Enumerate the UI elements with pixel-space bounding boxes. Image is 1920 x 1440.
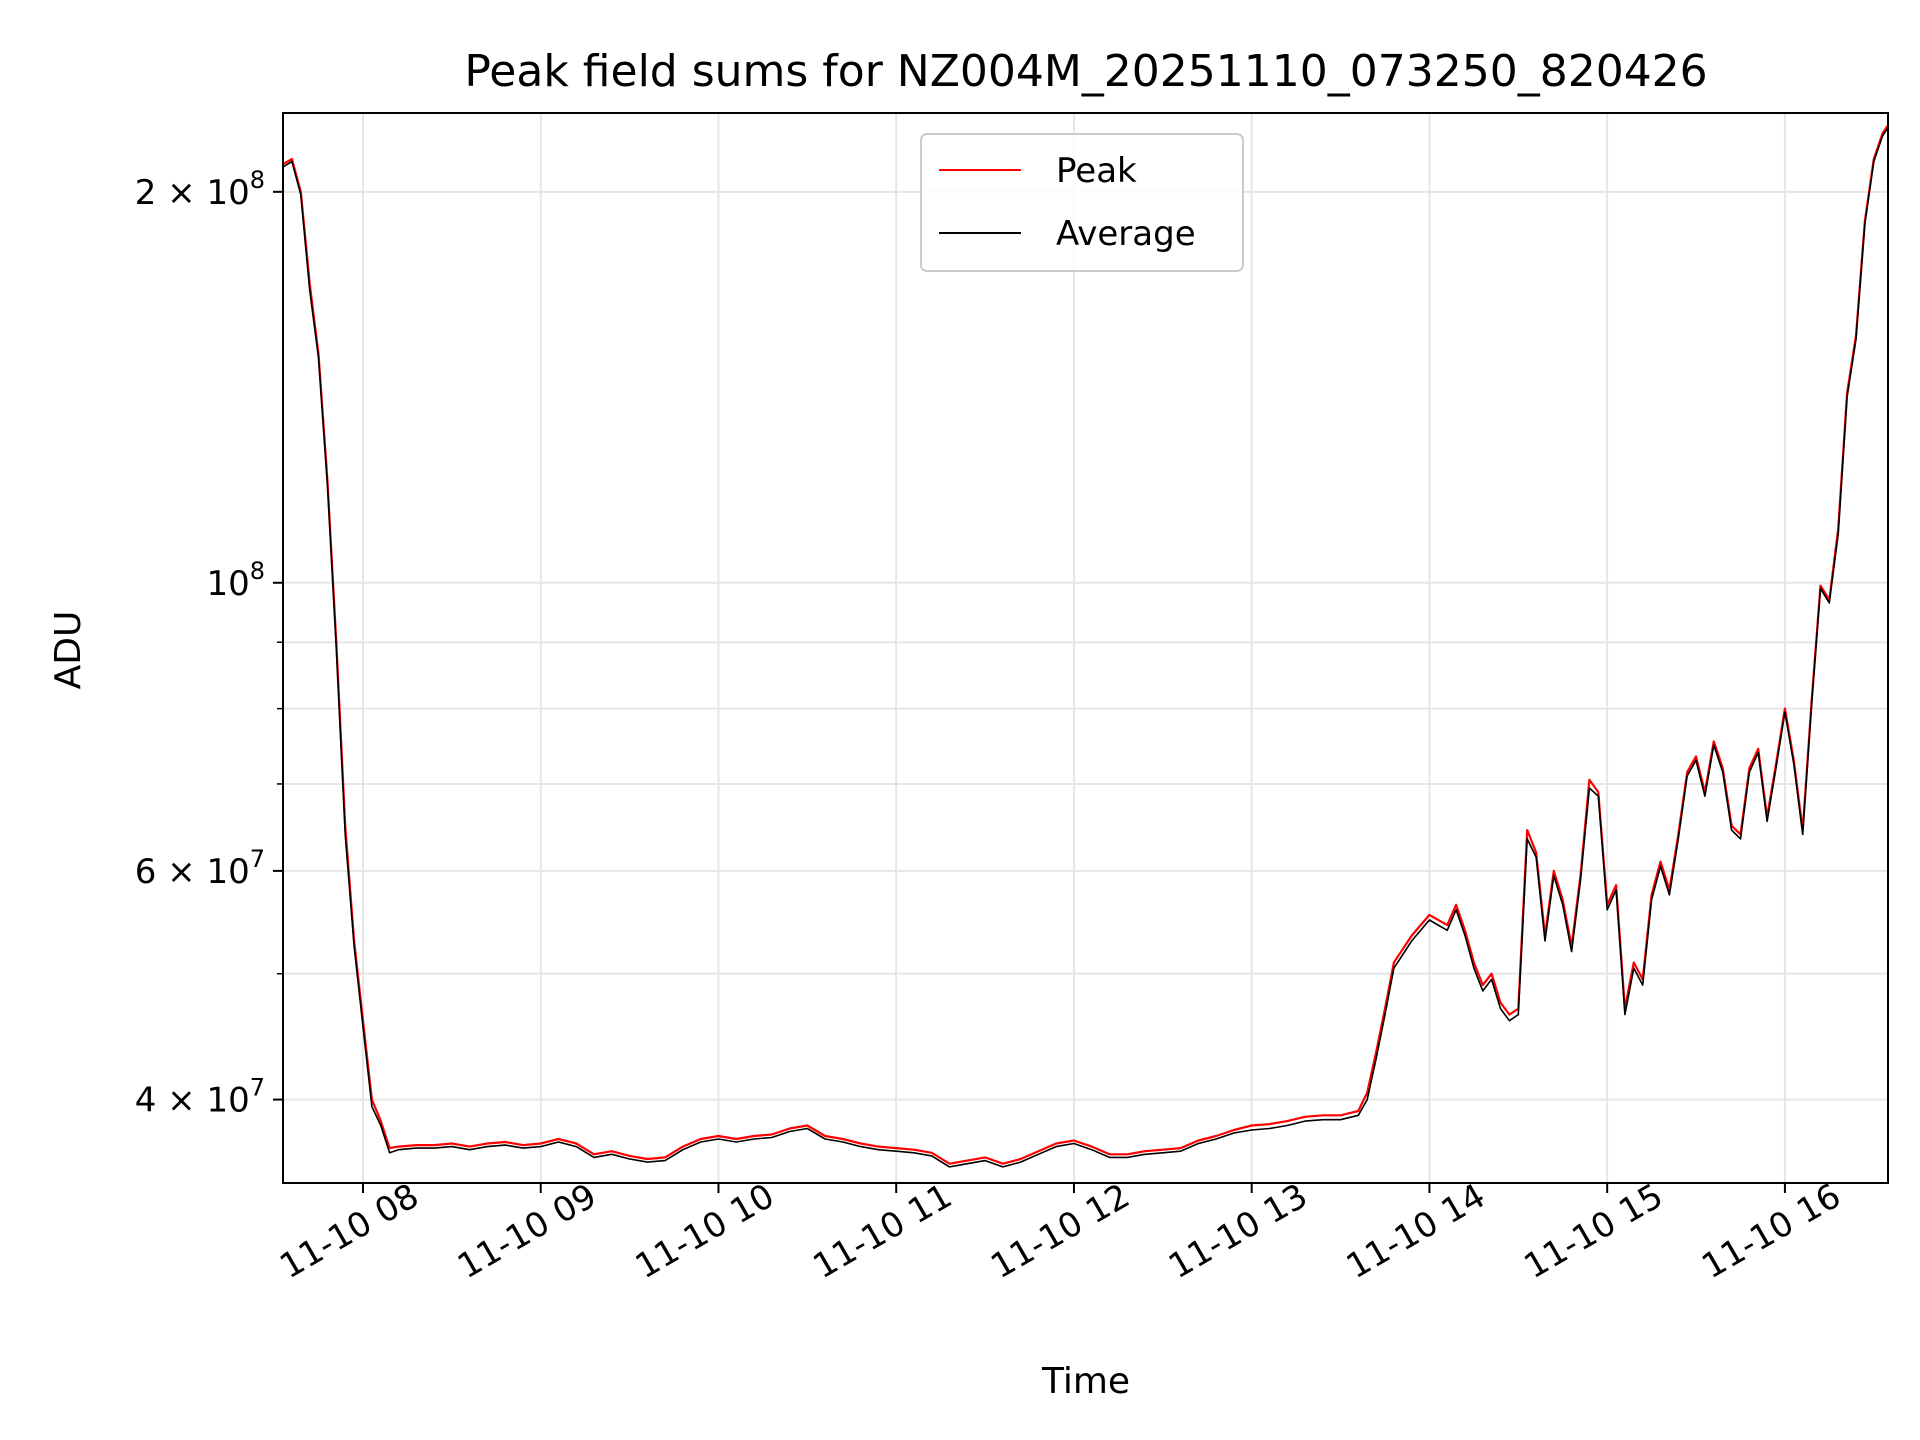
y-tick-label-base: 6 × 10 (135, 852, 250, 892)
legend-box (920, 133, 1244, 272)
y-tick-label: 2 × 108 (135, 166, 265, 213)
y-tick-label: 4 × 107 (135, 1074, 265, 1121)
x-axis-label: Time (1041, 1361, 1130, 1402)
legend: Peak Average (920, 133, 1244, 272)
y-tick-label: 108 (206, 557, 265, 604)
y-tick-label-exponent: 8 (250, 557, 265, 585)
series-lines (282, 124, 1889, 1168)
legend-label: Average (1056, 214, 1196, 254)
y-tick-label-base: 10 (206, 564, 249, 604)
y-tick-label-exponent: 7 (250, 1074, 265, 1102)
plot-frame (282, 112, 1889, 1184)
y-tick-label: 6 × 107 (135, 845, 265, 892)
chart-title: Peak field sums for NZ004M_20251110_0732… (464, 46, 1707, 97)
y-tick-label-base: 4 × 10 (135, 1081, 250, 1121)
y-tick-label-base: 2 × 10 (135, 173, 250, 213)
y-tick-label-exponent: 8 (250, 166, 265, 194)
grid (283, 113, 1888, 1183)
y-tick-label-exponent: 7 (250, 845, 265, 873)
legend-label: Peak (1056, 151, 1137, 191)
y-axis-label: ADU (48, 611, 89, 690)
series-line-average (282, 127, 1889, 1168)
